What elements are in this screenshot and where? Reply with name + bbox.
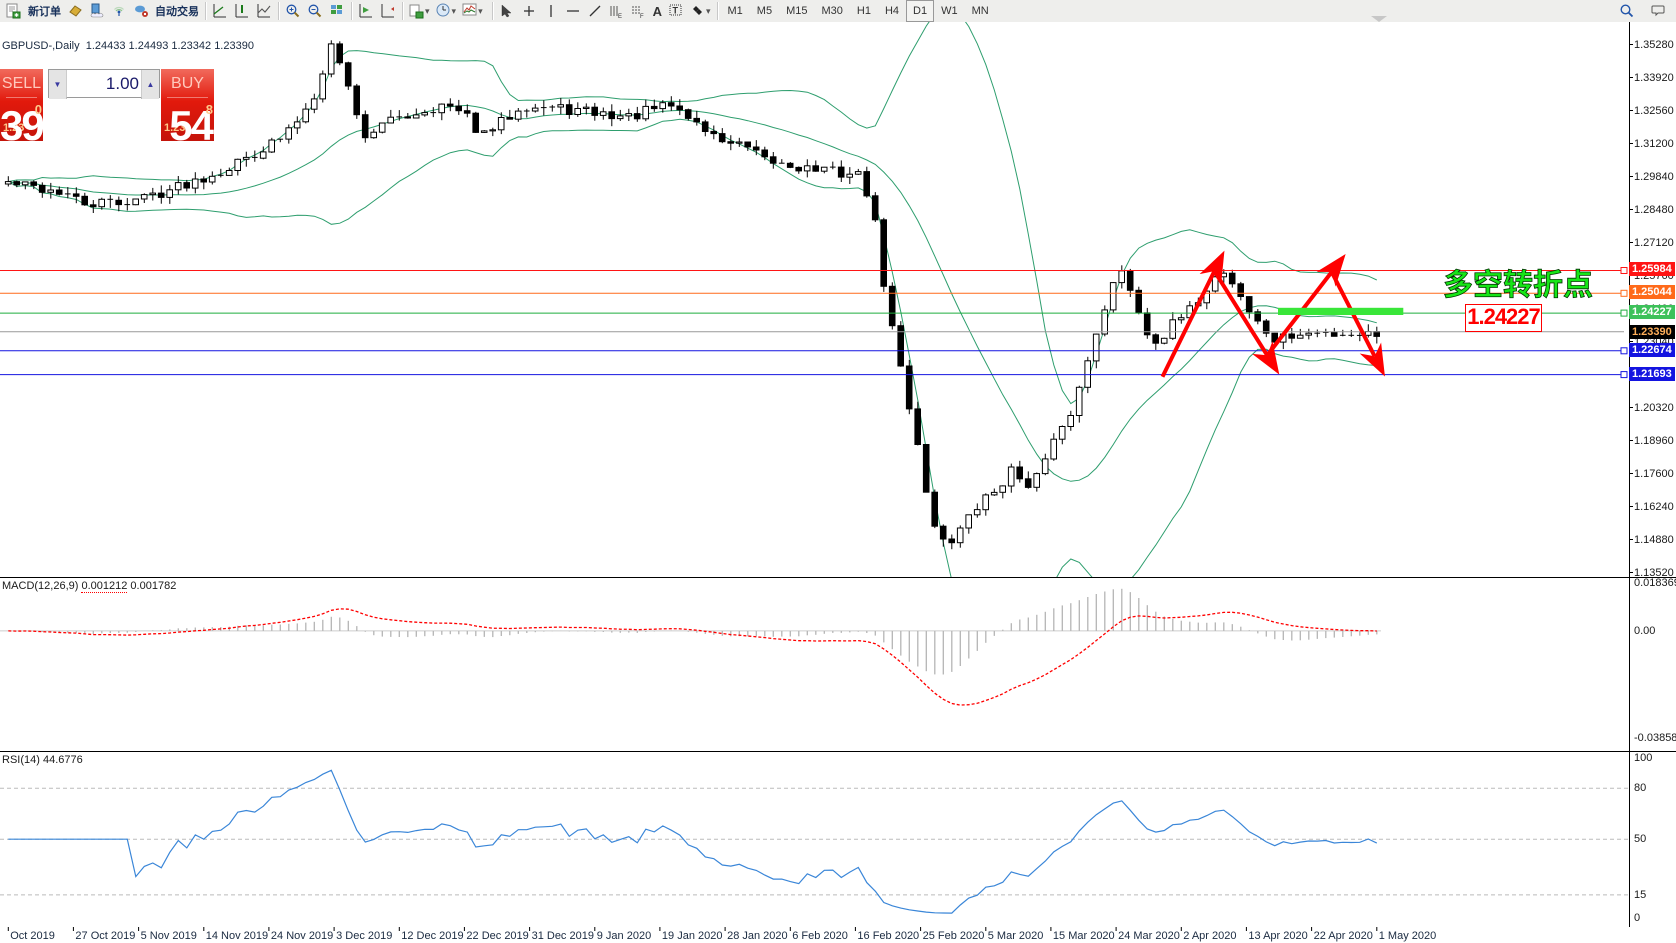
svg-text:F: F bbox=[640, 14, 644, 19]
svg-text:E: E bbox=[618, 14, 622, 19]
svg-text:T: T bbox=[672, 6, 678, 16]
